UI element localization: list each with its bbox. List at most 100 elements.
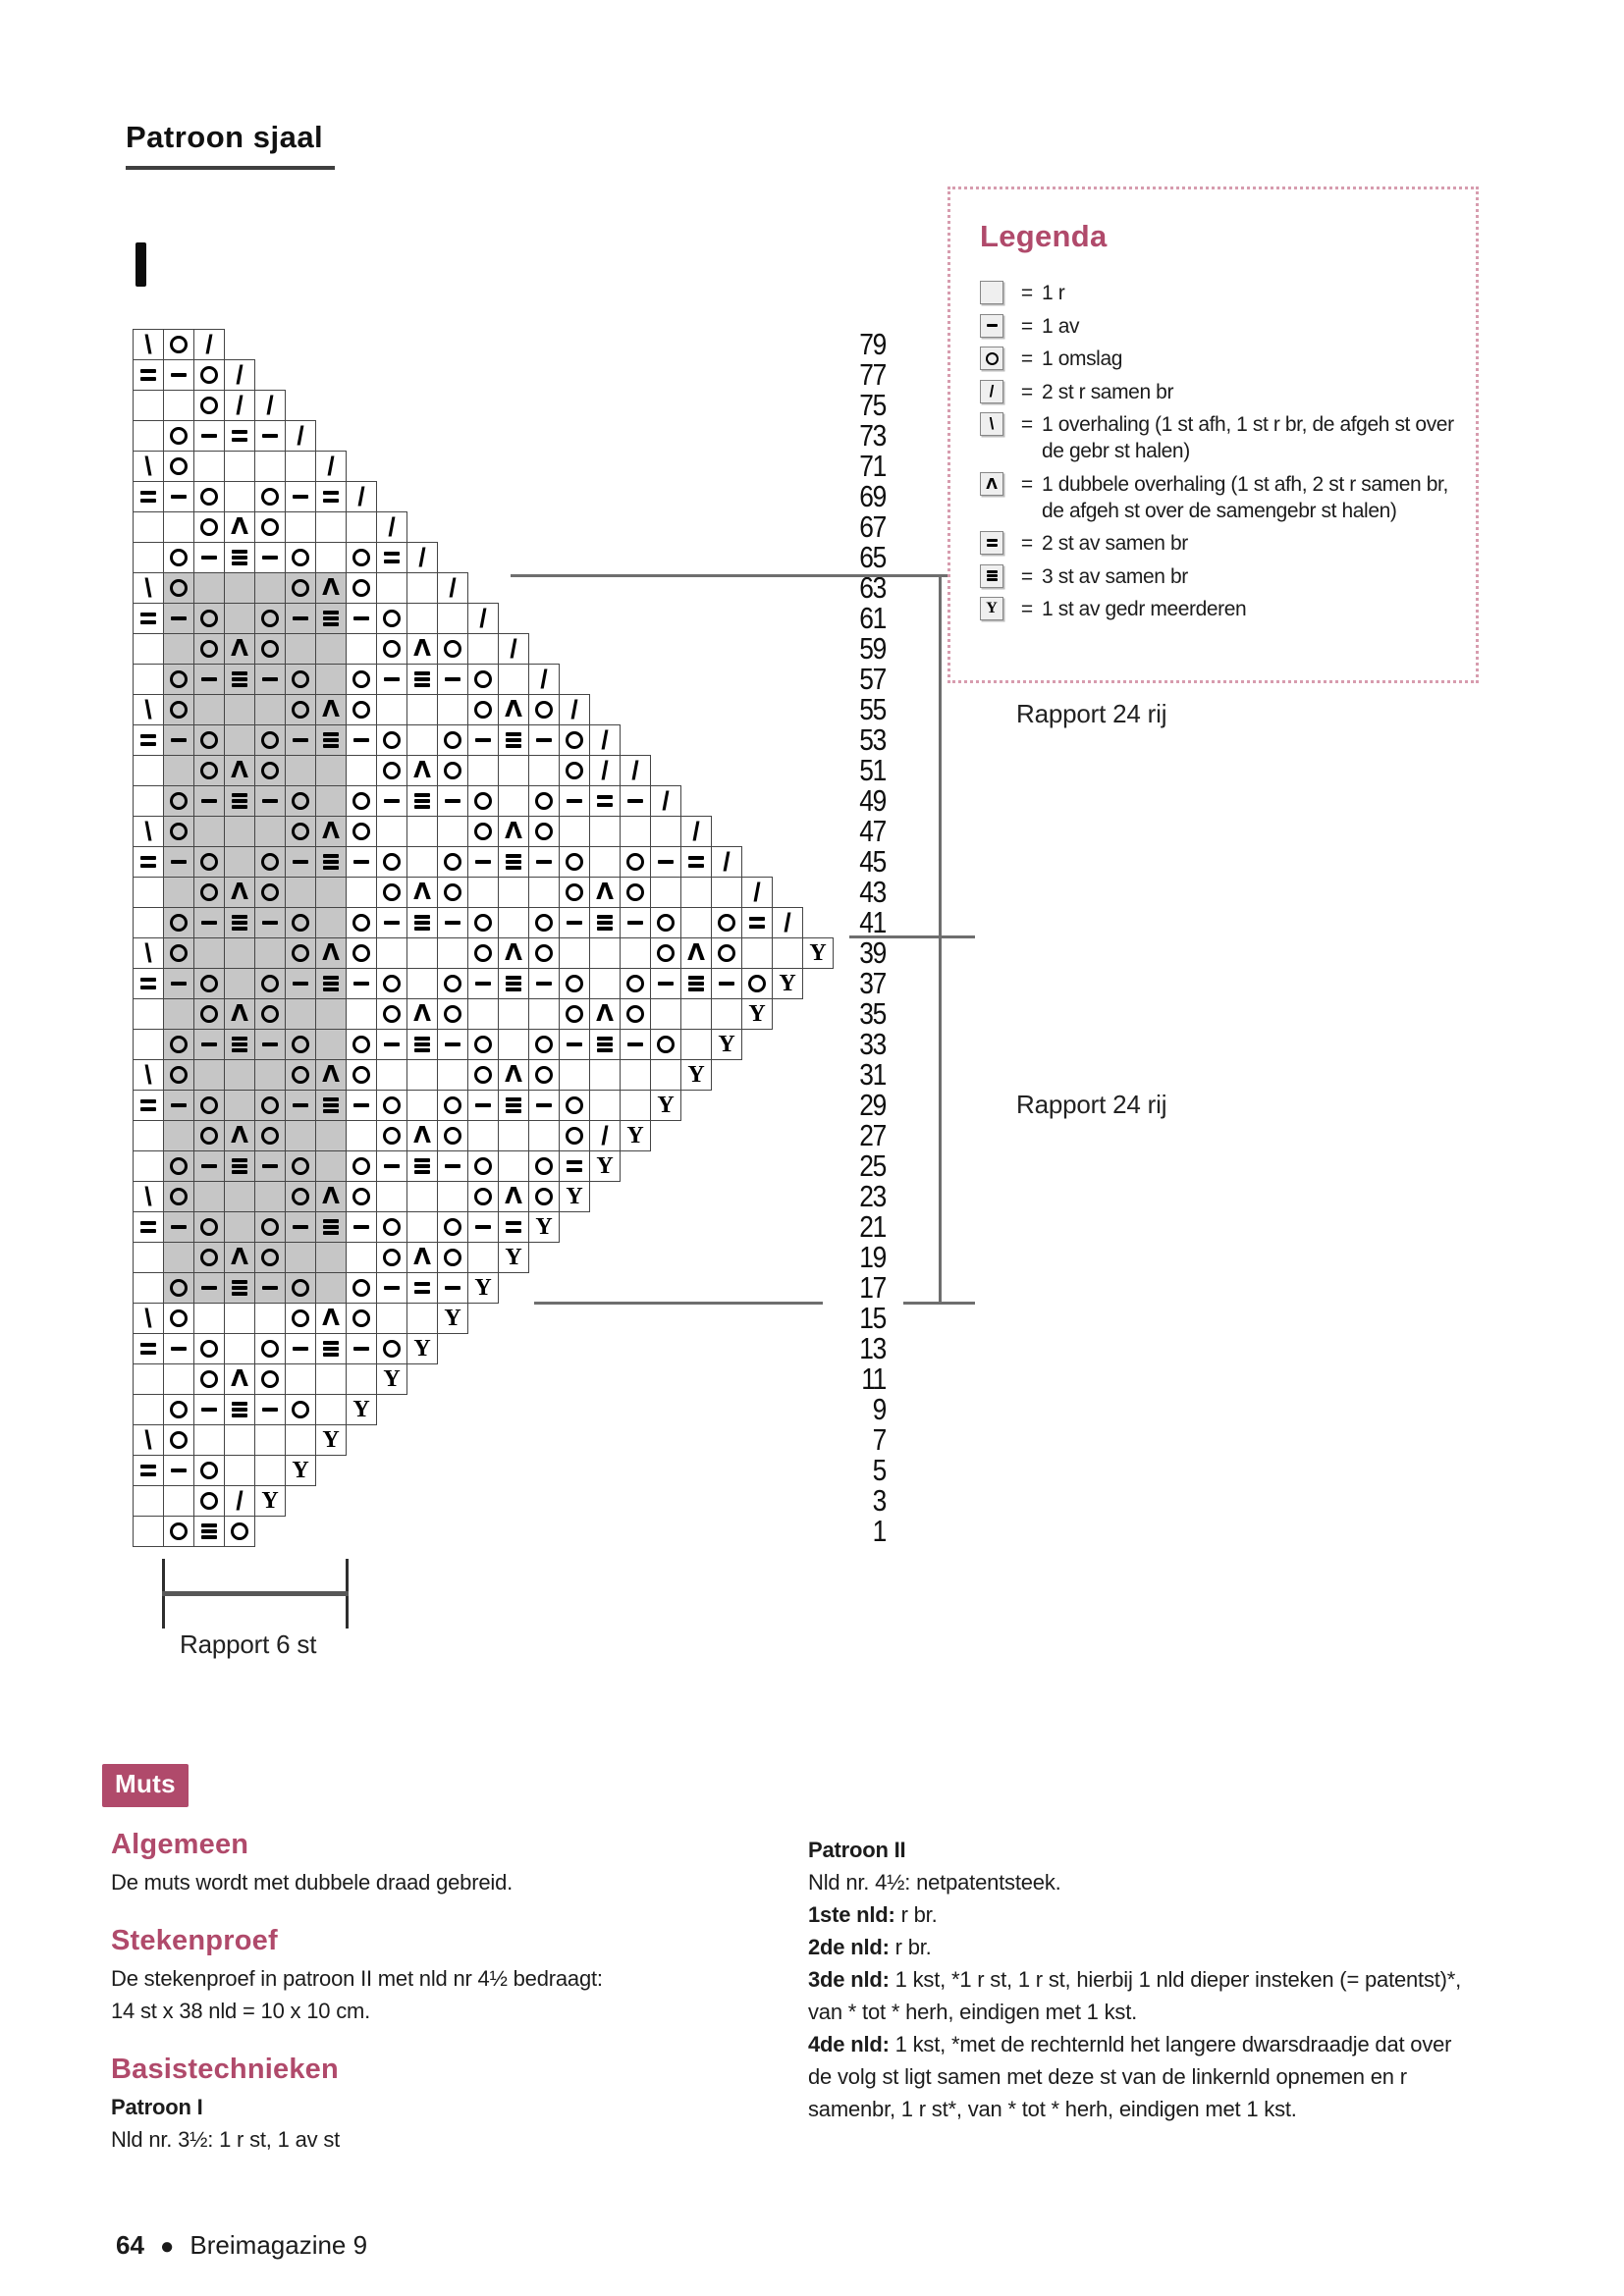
chart-cell <box>376 1333 407 1364</box>
double-decrease-icon: Λ <box>505 940 522 966</box>
chart-cell <box>467 1242 499 1273</box>
chart-cell: Λ <box>498 694 529 725</box>
chart-cell <box>620 998 651 1030</box>
chart-cell <box>133 1333 164 1364</box>
chart-row: Y <box>133 1211 560 1243</box>
chart-cell <box>163 724 194 756</box>
chart-cell <box>133 603 164 634</box>
chart-cell <box>437 1211 468 1243</box>
purl3tog-icon <box>232 1279 247 1298</box>
chart-cell <box>437 1181 468 1212</box>
needle-1-label: 1ste nld: <box>808 1902 895 1927</box>
purl-dash-icon <box>293 494 308 500</box>
yarn-over-icon <box>170 427 188 445</box>
chart-row: Λ Λ / / <box>133 755 651 786</box>
chart-cell <box>285 846 316 878</box>
legend-equals: = <box>1020 380 1034 403</box>
rapport-st-bar <box>162 1591 349 1596</box>
chart-row: \ Λ Y <box>133 1303 468 1334</box>
chart-cell <box>589 846 621 878</box>
chart-cell <box>559 1090 590 1121</box>
purl-dash-icon <box>567 920 582 926</box>
chart-cell <box>133 1120 164 1151</box>
chart-cell <box>406 846 438 878</box>
chart-cell <box>620 785 651 817</box>
purl2tog-icon <box>140 611 156 626</box>
legend-equals: = <box>1020 347 1034 370</box>
increase-icon: Y <box>718 1032 735 1057</box>
legend-item: = 1 av <box>980 313 1454 340</box>
chart-cell <box>437 998 468 1030</box>
yarn-over-icon <box>352 1157 370 1175</box>
chart-row-number: 69 <box>859 479 887 513</box>
chart-row: Λ Λ / Y <box>133 1120 651 1151</box>
purl-dash-icon <box>262 1285 278 1291</box>
increase-icon: Y <box>474 1275 492 1301</box>
chart-cell <box>193 572 225 604</box>
chart-cell <box>193 694 225 725</box>
chart-cell <box>559 907 590 938</box>
purl-dash-icon <box>536 737 552 743</box>
chart-cell <box>163 633 194 665</box>
chart-cell: / <box>741 877 773 908</box>
yarn-over-icon <box>985 351 999 365</box>
chart-cell <box>467 877 499 908</box>
chart-row: Y <box>133 1150 621 1182</box>
double-decrease-icon: Λ <box>413 880 431 905</box>
needle-3-text: 1 kst, *1 r st, 1 r st, hierbij 1 nld di… <box>808 1967 1462 2024</box>
yarn-over-icon <box>383 883 401 901</box>
chart-row: / / <box>133 390 286 421</box>
yarn-over-icon <box>200 1005 218 1023</box>
increase-icon: Y <box>626 1123 644 1148</box>
chart-cell <box>254 1181 286 1212</box>
chart-cell <box>315 998 347 1030</box>
yarn-over-icon <box>261 488 279 506</box>
chart-cell <box>193 1120 225 1151</box>
chart-cell: Λ <box>224 633 255 665</box>
chart-cell: Λ <box>498 1059 529 1091</box>
yarn-over-icon <box>261 610 279 627</box>
rapport-line-top <box>511 574 972 577</box>
chart-cell <box>133 1363 164 1395</box>
purl3tog-icon <box>506 853 521 872</box>
purl3tog-icon <box>986 569 998 582</box>
chart-row-number: 27 <box>859 1118 887 1152</box>
purl-dash-icon <box>171 1224 187 1230</box>
chart-cell <box>315 603 347 634</box>
chart-cell: Y <box>559 1181 590 1212</box>
purl-dash-icon <box>171 615 187 621</box>
chart-cell <box>376 1029 407 1060</box>
k2tog-icon: / <box>662 786 670 816</box>
chart-cell <box>346 846 377 878</box>
chart-cell <box>254 816 286 847</box>
chart-cell <box>163 694 194 725</box>
yarn-over-icon <box>200 1492 218 1510</box>
chart-cell <box>346 755 377 786</box>
chart-cell: Λ <box>406 877 438 908</box>
chart-cell <box>224 1455 255 1486</box>
chart-cell <box>346 1059 377 1091</box>
chart-cell <box>437 907 468 938</box>
chart-cell <box>224 1303 255 1334</box>
chart-cell <box>346 603 377 634</box>
chart-cell <box>346 998 377 1030</box>
chart-cell <box>163 1059 194 1091</box>
chart-cell <box>376 1150 407 1182</box>
chart-cell <box>467 785 499 817</box>
chart-cell <box>346 1333 377 1364</box>
chart-cell <box>498 846 529 878</box>
chart-cell <box>620 1090 651 1121</box>
chart-cell <box>528 907 560 938</box>
chart-cell <box>254 968 286 999</box>
chart-cell: / <box>285 420 316 452</box>
yarn-over-icon <box>474 670 492 688</box>
chart-cell <box>254 664 286 695</box>
chart-cell <box>346 1120 377 1151</box>
purl2tog-icon <box>749 915 765 931</box>
yarn-over-icon <box>352 1309 370 1327</box>
double-decrease-icon: Λ <box>231 1001 248 1027</box>
purl2tog-icon <box>140 1341 156 1357</box>
chart-cell: / <box>772 907 803 938</box>
yarn-over-icon <box>474 792 492 810</box>
chart-cell <box>163 968 194 999</box>
